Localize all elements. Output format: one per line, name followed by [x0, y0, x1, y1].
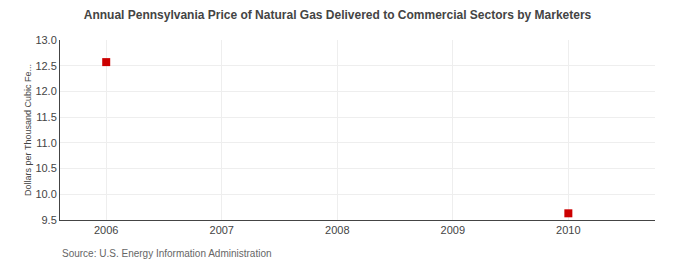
- svg-text:10.0: 10.0: [35, 188, 56, 200]
- svg-text:Annual Pennsylvania Price of N: Annual Pennsylvania Price of Natural Gas…: [84, 8, 592, 22]
- svg-text:2010: 2010: [556, 224, 580, 236]
- svg-text:2007: 2007: [210, 224, 234, 236]
- svg-text:9.5: 9.5: [42, 214, 57, 226]
- svg-text:12.5: 12.5: [35, 60, 56, 72]
- svg-text:Dollars per Thousand Cubic Fe.: Dollars per Thousand Cubic Fe...: [23, 64, 33, 196]
- svg-text:Source: U.S. Energy Informatio: Source: U.S. Energy Information Administ…: [62, 248, 272, 259]
- svg-text:2009: 2009: [441, 224, 465, 236]
- svg-text:10.5: 10.5: [35, 162, 56, 174]
- svg-text:2006: 2006: [94, 224, 118, 236]
- svg-text:11.0: 11.0: [36, 137, 57, 149]
- svg-text:13.0: 13.0: [35, 34, 56, 46]
- svg-text:11.5: 11.5: [36, 111, 57, 123]
- svg-text:12.0: 12.0: [35, 85, 56, 97]
- svg-text:2008: 2008: [325, 224, 349, 236]
